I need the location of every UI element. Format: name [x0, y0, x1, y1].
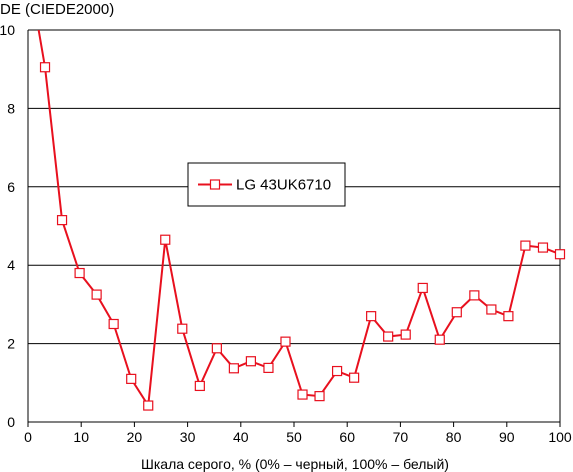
x-tick-label: 20 — [127, 429, 143, 445]
x-axis-label: Шкала серого, % (0% – черный, 100% – бел… — [141, 456, 449, 472]
data-point-marker — [126, 373, 137, 384]
y-tick-label: 2 — [7, 336, 15, 352]
x-tick-label: 70 — [393, 429, 409, 445]
chart-title: DE (CIEDE2000) — [0, 1, 114, 18]
series-line — [37, 30, 560, 409]
series-layer — [37, 30, 566, 411]
data-point-marker — [263, 362, 274, 374]
x-tick-label: 50 — [286, 429, 302, 445]
legend-label: LG 43UK6710 — [236, 177, 331, 194]
data-point-marker — [451, 307, 462, 318]
data-point-marker — [39, 62, 51, 73]
data-point-marker — [245, 356, 257, 367]
legend: LG 43UK6710 — [187, 162, 346, 207]
x-tick-label: 80 — [446, 429, 462, 445]
data-point-marker — [108, 318, 119, 330]
data-point-marker — [434, 334, 445, 345]
x-tick-label: 10 — [73, 429, 89, 445]
x-tick-label: 40 — [233, 429, 249, 445]
data-point-marker — [56, 215, 68, 226]
data-point-marker — [160, 234, 171, 245]
y-tick-label: 0 — [7, 414, 15, 430]
data-point-marker — [211, 343, 222, 354]
data-point-marker — [537, 242, 549, 253]
data-point-marker — [74, 267, 85, 279]
data-point-marker — [143, 400, 154, 411]
legend-marker-swatch — [209, 179, 221, 190]
data-point-marker — [400, 329, 411, 340]
data-point-marker — [331, 365, 343, 377]
x-tick-label: 60 — [339, 429, 355, 445]
data-point-marker — [554, 249, 566, 260]
data-point-marker — [503, 311, 514, 322]
data-point-marker — [228, 363, 239, 374]
data-point-marker — [177, 323, 188, 334]
x-tick-label: 90 — [499, 429, 515, 445]
data-point-marker — [383, 331, 394, 342]
x-tick-label: 0 — [24, 429, 32, 445]
grid-layer — [28, 29, 560, 423]
data-point-marker — [417, 282, 428, 294]
data-point-marker — [366, 311, 377, 322]
data-point-marker — [297, 389, 308, 400]
data-point-marker — [91, 289, 102, 300]
y-tick-label: 10 — [0, 22, 15, 38]
data-point-marker — [349, 372, 360, 383]
data-point-marker — [194, 380, 205, 392]
data-point-marker — [520, 240, 531, 251]
y-tick-label: 8 — [7, 100, 15, 116]
data-point-marker — [314, 391, 325, 402]
x-tick-label: 100 — [548, 429, 572, 445]
data-point-marker — [469, 290, 480, 301]
x-tick-label: 30 — [180, 429, 196, 445]
data-point-marker — [486, 304, 497, 315]
y-tick-label: 4 — [7, 257, 15, 273]
y-tick-label: 6 — [7, 179, 15, 195]
data-point-marker — [280, 336, 291, 347]
